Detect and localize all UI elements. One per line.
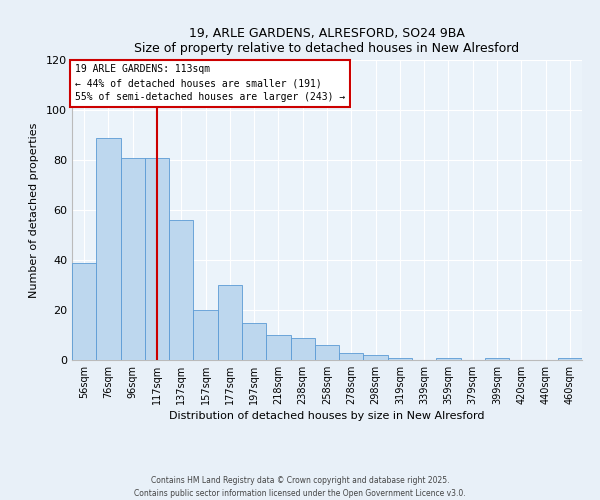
- Bar: [96, 138, 121, 360]
- Bar: [242, 322, 266, 360]
- Bar: [388, 358, 412, 360]
- Bar: [266, 335, 290, 360]
- Bar: [290, 338, 315, 360]
- X-axis label: Distribution of detached houses by size in New Alresford: Distribution of detached houses by size …: [169, 411, 485, 421]
- Bar: [364, 355, 388, 360]
- Bar: [72, 262, 96, 360]
- Title: 19, ARLE GARDENS, ALRESFORD, SO24 9BA
Size of property relative to detached hous: 19, ARLE GARDENS, ALRESFORD, SO24 9BA Si…: [134, 26, 520, 54]
- Text: Contains HM Land Registry data © Crown copyright and database right 2025.
Contai: Contains HM Land Registry data © Crown c…: [134, 476, 466, 498]
- Bar: [121, 158, 145, 360]
- Bar: [339, 352, 364, 360]
- Text: 19 ARLE GARDENS: 113sqm
← 44% of detached houses are smaller (191)
55% of semi-d: 19 ARLE GARDENS: 113sqm ← 44% of detache…: [74, 64, 345, 102]
- Bar: [193, 310, 218, 360]
- Bar: [436, 358, 461, 360]
- Bar: [169, 220, 193, 360]
- Bar: [218, 285, 242, 360]
- Bar: [558, 358, 582, 360]
- Bar: [485, 358, 509, 360]
- Bar: [145, 158, 169, 360]
- Y-axis label: Number of detached properties: Number of detached properties: [29, 122, 39, 298]
- Bar: [315, 345, 339, 360]
